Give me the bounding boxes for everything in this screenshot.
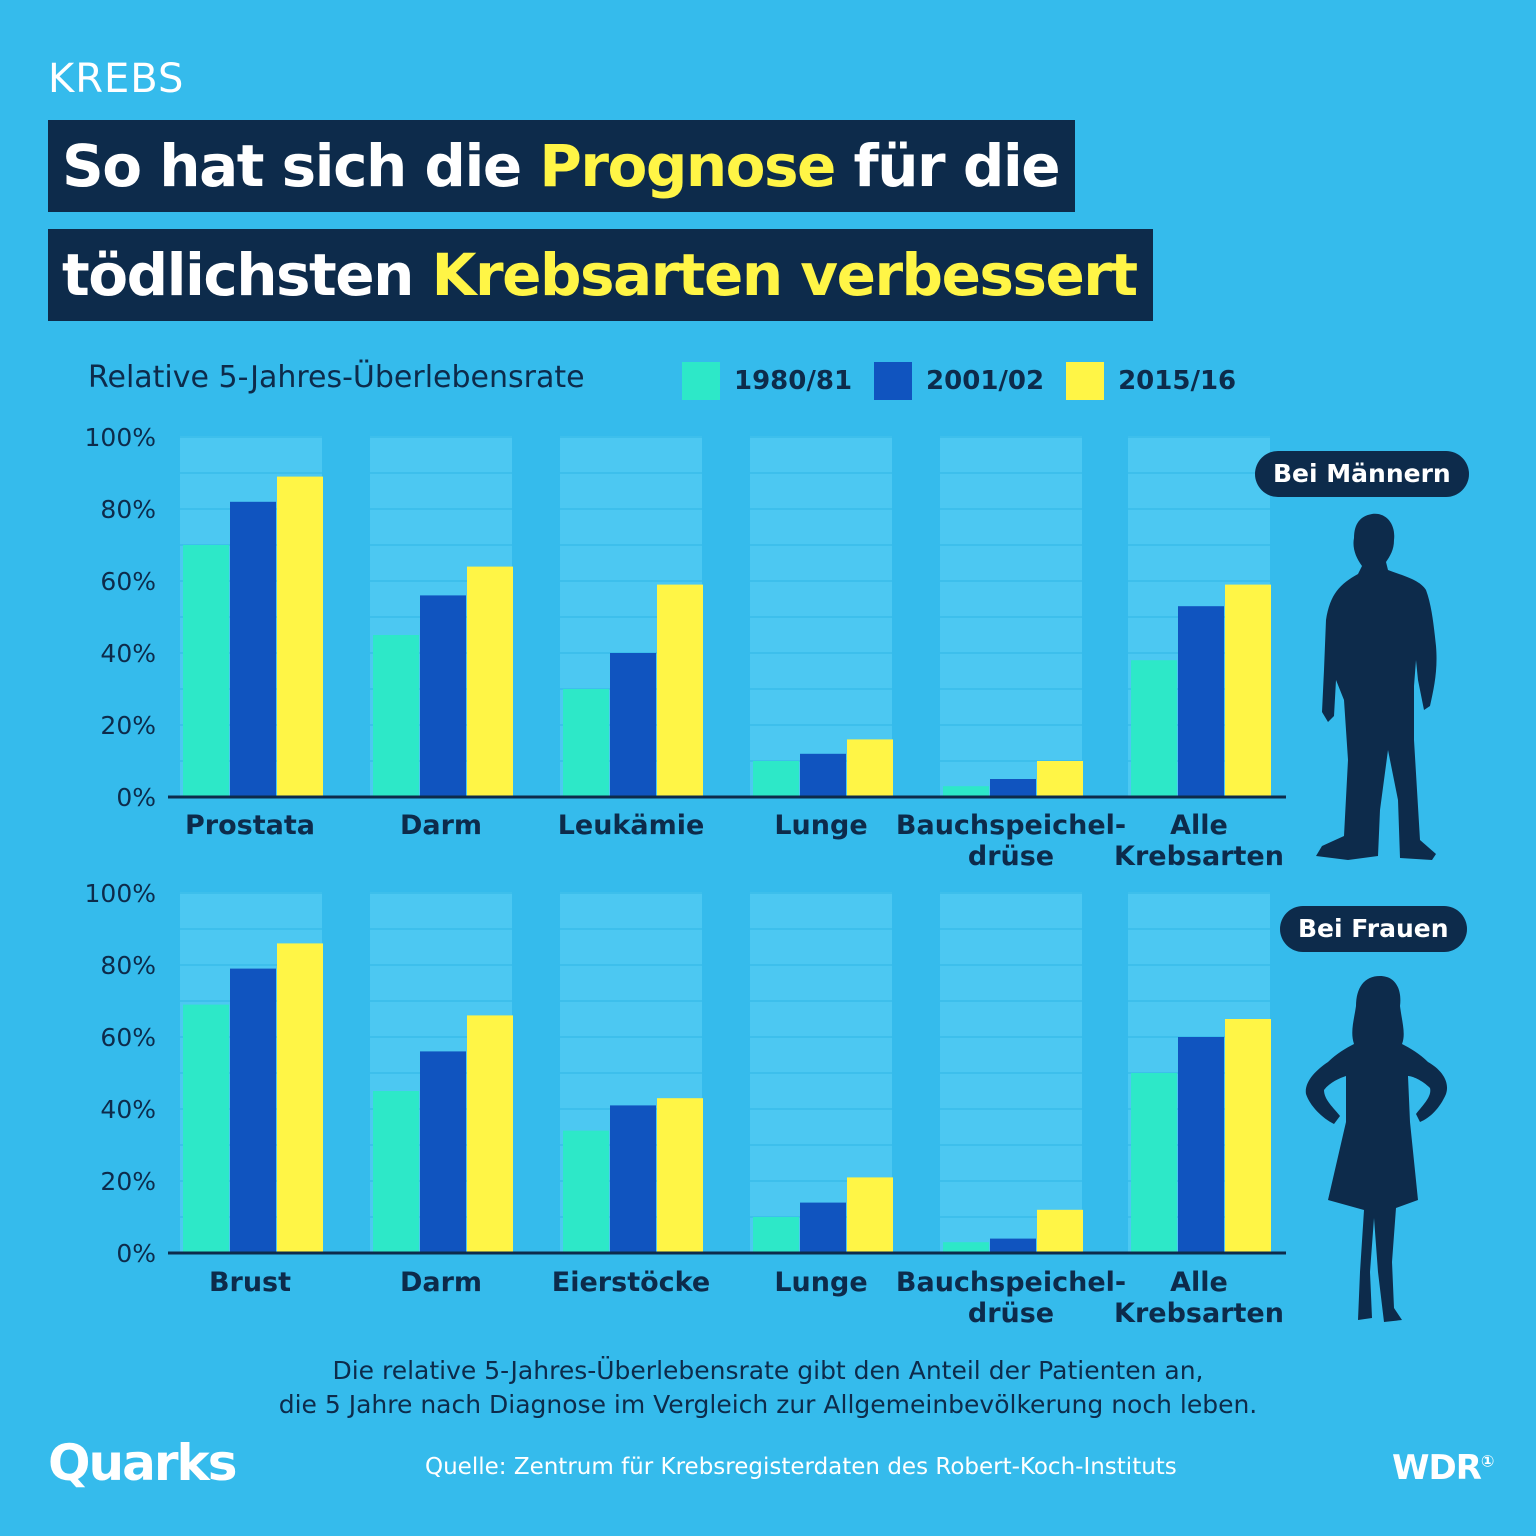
bar: [990, 779, 1036, 797]
men-label: Bei Männern: [1255, 451, 1469, 497]
y-tick-label: 20%: [100, 1167, 156, 1196]
bar: [847, 1177, 893, 1253]
bar: [277, 943, 323, 1253]
bar: [230, 501, 276, 797]
category-label: drüse: [968, 1298, 1054, 1329]
legend-label: 2001/02: [926, 366, 1045, 396]
quarks-logo: Quarks: [48, 1434, 238, 1492]
bar: [183, 1004, 229, 1253]
legend-label: 1980/81: [734, 366, 853, 396]
y-tick-label: 60%: [100, 1023, 156, 1052]
footnote-line: die 5 Jahre nach Diagnose im Vergleich z…: [278, 1390, 1258, 1419]
y-tick-label: 100%: [85, 423, 156, 452]
chart-subtitle: Relative 5-Jahres-Überlebensrate: [88, 360, 585, 395]
legend-label: 2015/16: [1118, 366, 1237, 396]
bar: [1037, 1209, 1083, 1253]
bar: [420, 1051, 466, 1253]
y-tick-label: 20%: [100, 711, 156, 740]
man-silhouette-icon: [1316, 513, 1437, 860]
category-label: Lunge: [774, 1267, 867, 1298]
y-tick-label: 80%: [100, 951, 156, 980]
legend-swatch: [874, 362, 913, 400]
bar: [420, 595, 466, 797]
bar: [1225, 1019, 1271, 1253]
footnote: Die relative 5-Jahres-Überlebensrate gib…: [0, 1354, 1536, 1422]
bar: [467, 566, 513, 797]
bar: [277, 476, 323, 797]
women-label: Bei Frauen: [1280, 906, 1467, 952]
bar: [230, 968, 276, 1253]
legend-swatch: [1066, 362, 1105, 400]
category-label: Darm: [400, 1267, 482, 1298]
legend-swatch: [682, 362, 720, 400]
bar: [657, 1098, 703, 1253]
y-tick-label: 100%: [85, 879, 156, 908]
title-highlight: Prognose: [539, 132, 836, 200]
bar: [943, 1242, 989, 1253]
category-label: Lunge: [774, 810, 867, 841]
y-tick-label: 0%: [116, 1239, 156, 1268]
bar: [1131, 1073, 1177, 1253]
legend-item: 2001/02: [874, 362, 1044, 400]
y-tick-label: 40%: [100, 1095, 156, 1124]
title-text: für die: [834, 132, 1061, 200]
bar: [1225, 584, 1271, 797]
bar: [800, 753, 846, 797]
title-line-1: So hat sich die Prognose für die: [48, 120, 1076, 212]
bar: [943, 786, 989, 797]
wdr-logo: WDR①: [1392, 1448, 1495, 1488]
bar: [373, 635, 419, 797]
category-label: Alle: [1170, 1267, 1228, 1298]
category-label: Eierstöcke: [552, 1267, 710, 1298]
title-line-2: tödlichsten Krebsarten verbessert: [48, 229, 1153, 321]
y-tick-label: 80%: [100, 495, 156, 524]
category-label: Bauchspeichel-: [896, 1267, 1126, 1298]
bar: [1131, 660, 1177, 797]
legend-item: 2015/16: [1066, 362, 1236, 400]
y-tick-label: 40%: [100, 639, 156, 668]
legend: 1980/81 2001/02 2015/16: [682, 362, 1236, 400]
wdr-logo-text: WDR: [1392, 1448, 1482, 1488]
legend-item: 1980/81: [682, 362, 852, 400]
y-tick-label: 60%: [100, 567, 156, 596]
category-label: Alle: [1170, 810, 1228, 841]
bar: [847, 739, 893, 797]
category-label: Prostata: [185, 810, 315, 841]
category-label: Leukämie: [558, 810, 705, 841]
woman-silhouette-icon: [1305, 976, 1448, 1322]
bar: [753, 761, 799, 797]
bar: [990, 1238, 1036, 1253]
y-tick-label: 0%: [116, 783, 156, 812]
category-label: Brust: [209, 1267, 291, 1298]
bar: [563, 1130, 609, 1253]
title-text: tödlichsten: [62, 241, 432, 309]
bar: [563, 689, 609, 797]
wdr-logo-mark: ①: [1480, 1451, 1495, 1471]
kicker: KREBS: [48, 56, 185, 102]
category-label: Bauchspeichel-: [896, 810, 1126, 841]
bar: [657, 584, 703, 797]
bar: [183, 545, 229, 797]
bar: [1178, 606, 1224, 797]
category-label: Krebsarten: [1114, 841, 1284, 872]
source-text: Quelle: Zentrum für Krebsregisterdaten d…: [425, 1454, 1177, 1480]
category-label: Krebsarten: [1114, 1298, 1284, 1329]
bar: [467, 1015, 513, 1253]
title-highlight: Krebsarten verbessert: [431, 241, 1139, 309]
bar: [800, 1202, 846, 1253]
category-label: Darm: [400, 810, 482, 841]
footnote-line: Die relative 5-Jahres-Überlebensrate gib…: [332, 1356, 1204, 1385]
bar: [610, 653, 656, 797]
bar: [1178, 1037, 1224, 1253]
bar: [610, 1105, 656, 1253]
bar: [753, 1217, 799, 1253]
title-text: So hat sich die: [62, 132, 540, 200]
category-label: drüse: [968, 841, 1054, 872]
bar: [373, 1091, 419, 1253]
bar: [1037, 761, 1083, 797]
